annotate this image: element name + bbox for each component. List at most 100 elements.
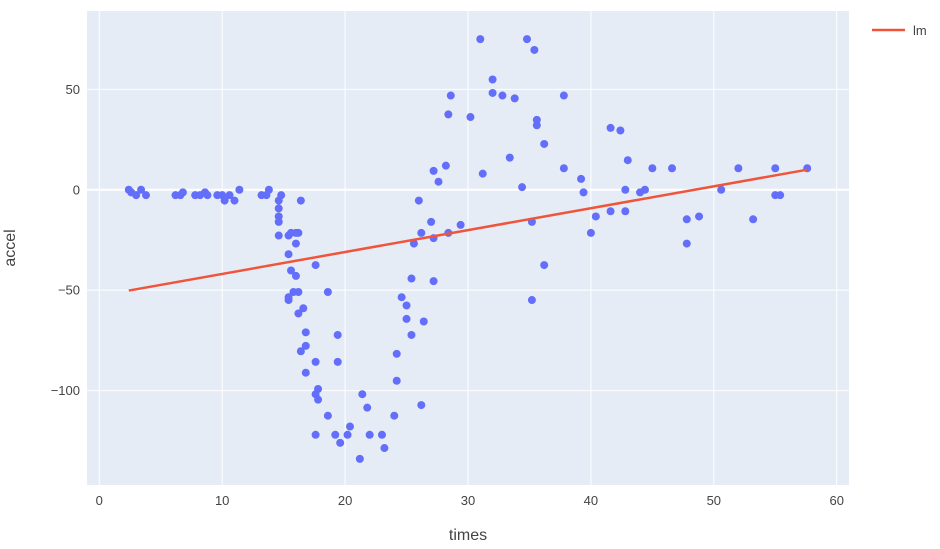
data-point[interactable]: [363, 403, 372, 412]
data-point[interactable]: [444, 110, 453, 119]
data-point[interactable]: [291, 271, 300, 280]
data-point[interactable]: [323, 411, 332, 420]
data-point[interactable]: [132, 191, 141, 200]
data-point[interactable]: [409, 239, 418, 248]
data-point[interactable]: [559, 91, 568, 100]
legend[interactable]: lm: [872, 23, 927, 38]
data-point[interactable]: [311, 357, 320, 366]
data-point[interactable]: [284, 296, 293, 305]
data-point[interactable]: [287, 266, 296, 275]
data-point[interactable]: [203, 191, 212, 200]
data-point[interactable]: [402, 314, 411, 323]
data-point[interactable]: [346, 422, 355, 431]
data-point[interactable]: [230, 196, 239, 205]
data-point[interactable]: [294, 228, 303, 237]
data-point[interactable]: [749, 215, 758, 224]
data-point[interactable]: [498, 91, 507, 100]
data-point[interactable]: [505, 153, 514, 162]
data-point[interactable]: [606, 123, 615, 132]
data-point[interactable]: [323, 287, 332, 296]
data-point[interactable]: [621, 185, 630, 194]
data-point[interactable]: [579, 188, 588, 197]
data-point[interactable]: [397, 293, 406, 302]
data-point[interactable]: [559, 164, 568, 173]
data-point[interactable]: [274, 231, 283, 240]
data-point[interactable]: [294, 309, 303, 318]
data-point[interactable]: [311, 261, 320, 270]
data-point[interactable]: [429, 166, 438, 175]
data-point[interactable]: [301, 328, 310, 337]
data-point[interactable]: [301, 341, 310, 350]
data-point[interactable]: [343, 430, 352, 439]
data-point[interactable]: [530, 45, 539, 54]
data-point[interactable]: [616, 126, 625, 135]
data-point[interactable]: [518, 183, 527, 192]
data-point[interactable]: [682, 239, 691, 248]
data-point[interactable]: [296, 196, 305, 205]
data-point[interactable]: [522, 35, 531, 44]
data-point[interactable]: [540, 139, 549, 148]
data-point[interactable]: [429, 277, 438, 286]
data-point[interactable]: [407, 274, 416, 283]
data-point[interactable]: [311, 430, 320, 439]
data-point[interactable]: [648, 164, 657, 173]
data-point[interactable]: [235, 185, 244, 194]
data-point[interactable]: [606, 207, 615, 216]
data-point[interactable]: [417, 228, 426, 237]
data-point[interactable]: [446, 91, 455, 100]
series-line-lm[interactable]: [128, 168, 808, 292]
data-point[interactable]: [771, 164, 780, 173]
data-point[interactable]: [407, 330, 416, 339]
data-point[interactable]: [220, 196, 229, 205]
data-point[interactable]: [527, 296, 536, 305]
data-point[interactable]: [336, 438, 345, 447]
data-point[interactable]: [466, 113, 475, 122]
data-point[interactable]: [264, 185, 273, 194]
data-point[interactable]: [333, 330, 342, 339]
data-point[interactable]: [294, 287, 303, 296]
data-point[interactable]: [434, 177, 443, 186]
data-point[interactable]: [314, 395, 323, 404]
data-point[interactable]: [621, 207, 630, 216]
data-point[interactable]: [331, 430, 340, 439]
data-point[interactable]: [734, 164, 743, 173]
data-point[interactable]: [510, 94, 519, 103]
data-point[interactable]: [419, 317, 428, 326]
data-point[interactable]: [577, 174, 586, 183]
data-point[interactable]: [427, 217, 436, 226]
data-point[interactable]: [488, 88, 497, 97]
data-point[interactable]: [377, 430, 386, 439]
data-point[interactable]: [402, 301, 411, 310]
data-point[interactable]: [274, 217, 283, 226]
data-point[interactable]: [623, 156, 632, 165]
data-point[interactable]: [682, 215, 691, 224]
data-point[interactable]: [456, 220, 465, 229]
data-point[interactable]: [478, 169, 487, 178]
data-point[interactable]: [355, 454, 364, 463]
data-point[interactable]: [299, 304, 308, 313]
data-point[interactable]: [695, 212, 704, 221]
data-point[interactable]: [277, 191, 286, 200]
data-point[interactable]: [296, 347, 305, 356]
data-point[interactable]: [274, 204, 283, 213]
data-point[interactable]: [476, 35, 485, 44]
data-point[interactable]: [414, 196, 423, 205]
data-point[interactable]: [284, 250, 293, 259]
data-point[interactable]: [390, 411, 399, 420]
data-point[interactable]: [488, 75, 497, 84]
data-point[interactable]: [225, 191, 234, 200]
data-point[interactable]: [392, 376, 401, 385]
data-point[interactable]: [640, 185, 649, 194]
data-point[interactable]: [365, 430, 374, 439]
data-point[interactable]: [532, 115, 541, 124]
data-point[interactable]: [668, 164, 677, 173]
data-point[interactable]: [358, 390, 367, 399]
data-point[interactable]: [314, 384, 323, 393]
data-point[interactable]: [141, 191, 150, 200]
data-point[interactable]: [441, 161, 450, 170]
data-point[interactable]: [586, 228, 595, 237]
data-point[interactable]: [333, 357, 342, 366]
data-point[interactable]: [417, 401, 426, 410]
data-point[interactable]: [540, 261, 549, 270]
data-point[interactable]: [380, 444, 389, 453]
